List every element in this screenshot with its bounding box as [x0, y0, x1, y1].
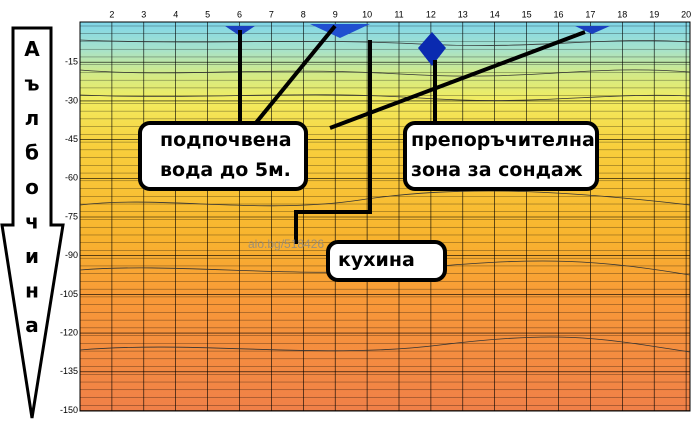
x-tick-label: 10	[362, 9, 372, 19]
depth-letter: и	[25, 244, 39, 268]
x-tick-label: 11	[394, 9, 403, 19]
callout-text: кухина	[338, 249, 415, 271]
y-tick-label: -120	[60, 327, 78, 337]
y-tick-label: -30	[65, 95, 78, 105]
watermark: alo.bg/518426	[248, 237, 324, 251]
x-tick-label: 15	[522, 9, 532, 19]
x-tick-label: 9	[333, 9, 338, 19]
callout-text: препоръчителна	[411, 129, 595, 151]
depth-arrow	[0, 26, 65, 419]
y-tick-label: -45	[65, 134, 78, 144]
x-tick-label: 20	[681, 9, 691, 19]
y-tick-label: -15	[65, 57, 78, 67]
x-tick-label: 14	[490, 9, 500, 19]
plot-border	[79, 21, 691, 412]
x-tick-label: 13	[458, 9, 468, 19]
callout-2: препоръчителна зона за сондаж	[403, 121, 599, 191]
x-tick-label: 5	[205, 9, 210, 19]
y-tick-label: -150	[60, 405, 78, 415]
x-tick-label: 4	[173, 9, 178, 19]
x-tick-label: 7	[269, 9, 274, 19]
callout-1: подпочвена вода до 5м.	[138, 121, 308, 191]
depth-letter: ъ	[24, 72, 39, 96]
callout-text: зона за сондаж	[411, 159, 583, 181]
x-tick-label: 3	[141, 9, 146, 19]
callout-text: вода до 5м.	[160, 159, 291, 181]
x-tick-label: 6	[237, 9, 242, 19]
anomalies	[225, 24, 610, 66]
y-tick-label: -75	[65, 211, 78, 221]
contour-field	[80, 22, 690, 411]
y-tick-label: -90	[65, 250, 78, 260]
y-tick-label: -60	[65, 173, 78, 183]
callout-text: подпочвена	[160, 129, 292, 151]
depth-letter: н	[25, 279, 39, 303]
pointer-lines	[238, 24, 586, 244]
x-tick-label: 8	[301, 9, 306, 19]
depth-letter: л	[25, 106, 40, 130]
depth-letter: о	[25, 175, 39, 199]
depth-letter: б	[25, 141, 39, 165]
depth-letter: ч	[25, 210, 39, 234]
x-tick-label: 16	[553, 9, 563, 19]
x-tick-label: 19	[649, 9, 659, 19]
callout-3: кухина	[326, 240, 447, 282]
x-tick-label: 12	[426, 9, 436, 19]
x-tick-label: 18	[617, 9, 627, 19]
x-tick-label: 17	[585, 9, 595, 19]
depth-letter: А	[24, 37, 40, 61]
y-tick-label: -105	[60, 289, 78, 299]
contour-lines	[79, 39, 691, 353]
x-tick-label: 2	[109, 9, 114, 19]
depth-letter: а	[25, 313, 39, 337]
y-tick-label: -135	[60, 366, 78, 376]
